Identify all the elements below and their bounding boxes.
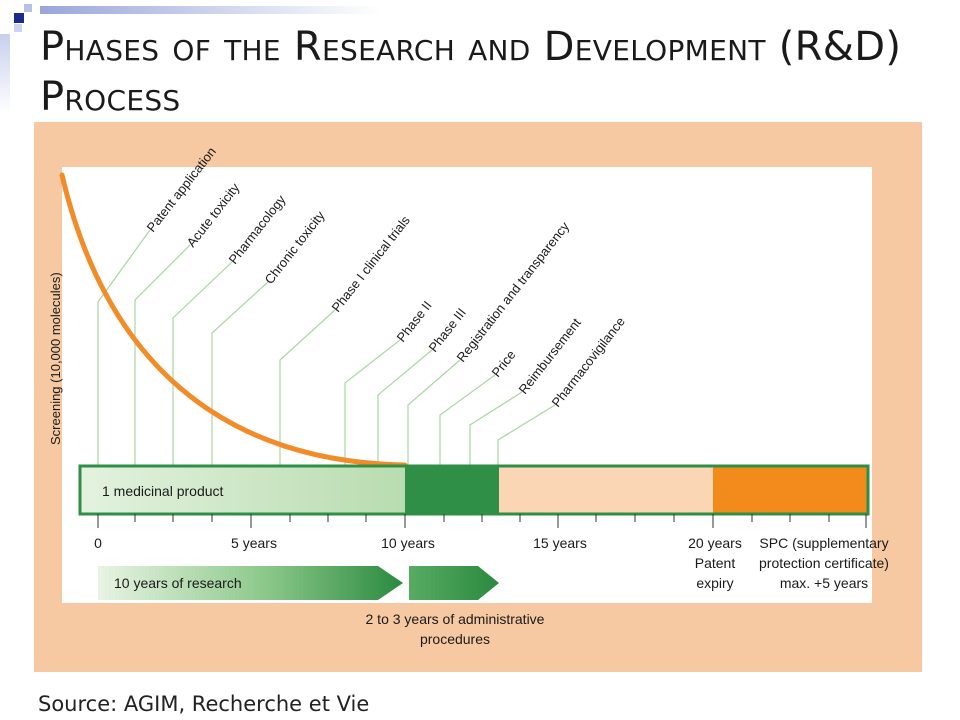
axis-label-0: 0 xyxy=(94,535,102,551)
decor-square-light xyxy=(14,24,22,32)
phase-arrows: 10 years of research xyxy=(98,566,499,600)
milestone-leaders xyxy=(97,229,556,465)
screening-curve xyxy=(59,172,408,468)
leader-price xyxy=(439,374,496,465)
research-arrow xyxy=(98,566,403,600)
milestone-label: Acute toxicity xyxy=(184,180,243,250)
patent-segment xyxy=(499,466,713,514)
axis-label-15: 15 years xyxy=(533,535,587,551)
axis-label-10: 10 years xyxy=(381,535,435,551)
leader-patent-application xyxy=(97,229,151,465)
research-segment xyxy=(80,466,405,514)
leader-phase-1 xyxy=(279,309,336,465)
leader-chronic-toxicity xyxy=(211,281,269,465)
leader-phase-3 xyxy=(377,349,433,465)
leader-reimbursement xyxy=(469,391,523,465)
admin-label-line-2: procedures xyxy=(420,631,490,647)
bar-label: 1 medicinal product xyxy=(102,483,224,499)
axis-label-20: 20 years xyxy=(688,535,742,551)
leader-phase-2 xyxy=(344,339,401,465)
spc-label-line-1: SPC (supplementary xyxy=(759,535,888,551)
decor-line xyxy=(40,6,380,14)
leader-pharmacovigilance xyxy=(497,404,556,465)
admin-arrow xyxy=(409,566,499,600)
spc-label-line-2: protection certificate) xyxy=(759,555,889,571)
axis-label-expiry: expiry xyxy=(696,575,733,591)
decor-square-blue xyxy=(14,13,24,23)
milestone-label: Price xyxy=(489,347,519,380)
timeline-border xyxy=(78,464,870,516)
axis-label-5: 5 years xyxy=(231,535,277,551)
axis-labels: 0 5 years 10 years 15 years 20 years Pat… xyxy=(94,535,889,591)
axis-ticks xyxy=(97,514,867,528)
slide-title-line-1: Phases of the Research and Development (… xyxy=(40,24,902,70)
decor-square-light xyxy=(24,4,32,12)
source-caption: Source: AGIM, Recherche et Vie xyxy=(38,692,370,716)
spc-segment xyxy=(713,466,868,514)
axis-label-patent: Patent xyxy=(695,555,736,571)
screening-label: Screening (10,000 molecules) xyxy=(48,272,63,445)
leader-registration xyxy=(407,359,461,465)
spc-label-line-3: max. +5 years xyxy=(780,575,868,591)
admin-label-line-1: 2 to 3 years of administrative xyxy=(366,611,545,627)
leader-acute-toxicity xyxy=(134,244,191,465)
milestone-label: Phase I clinical trials xyxy=(329,212,414,314)
research-arrow-label: 10 years of research xyxy=(114,575,242,591)
admin-segment xyxy=(405,466,499,514)
milestone-label: Pharmacovigilance xyxy=(549,314,628,410)
milestone-label: Phase II xyxy=(394,298,435,345)
timeline-bar: 1 medicinal product xyxy=(78,464,870,516)
decor-line xyxy=(0,34,10,114)
diagram-inner-area xyxy=(62,167,872,603)
slide-title-line-2: Process xyxy=(40,74,181,120)
slide-title: Phases of the Research and Development (… xyxy=(40,22,940,122)
leader-pharmacology xyxy=(172,261,233,465)
